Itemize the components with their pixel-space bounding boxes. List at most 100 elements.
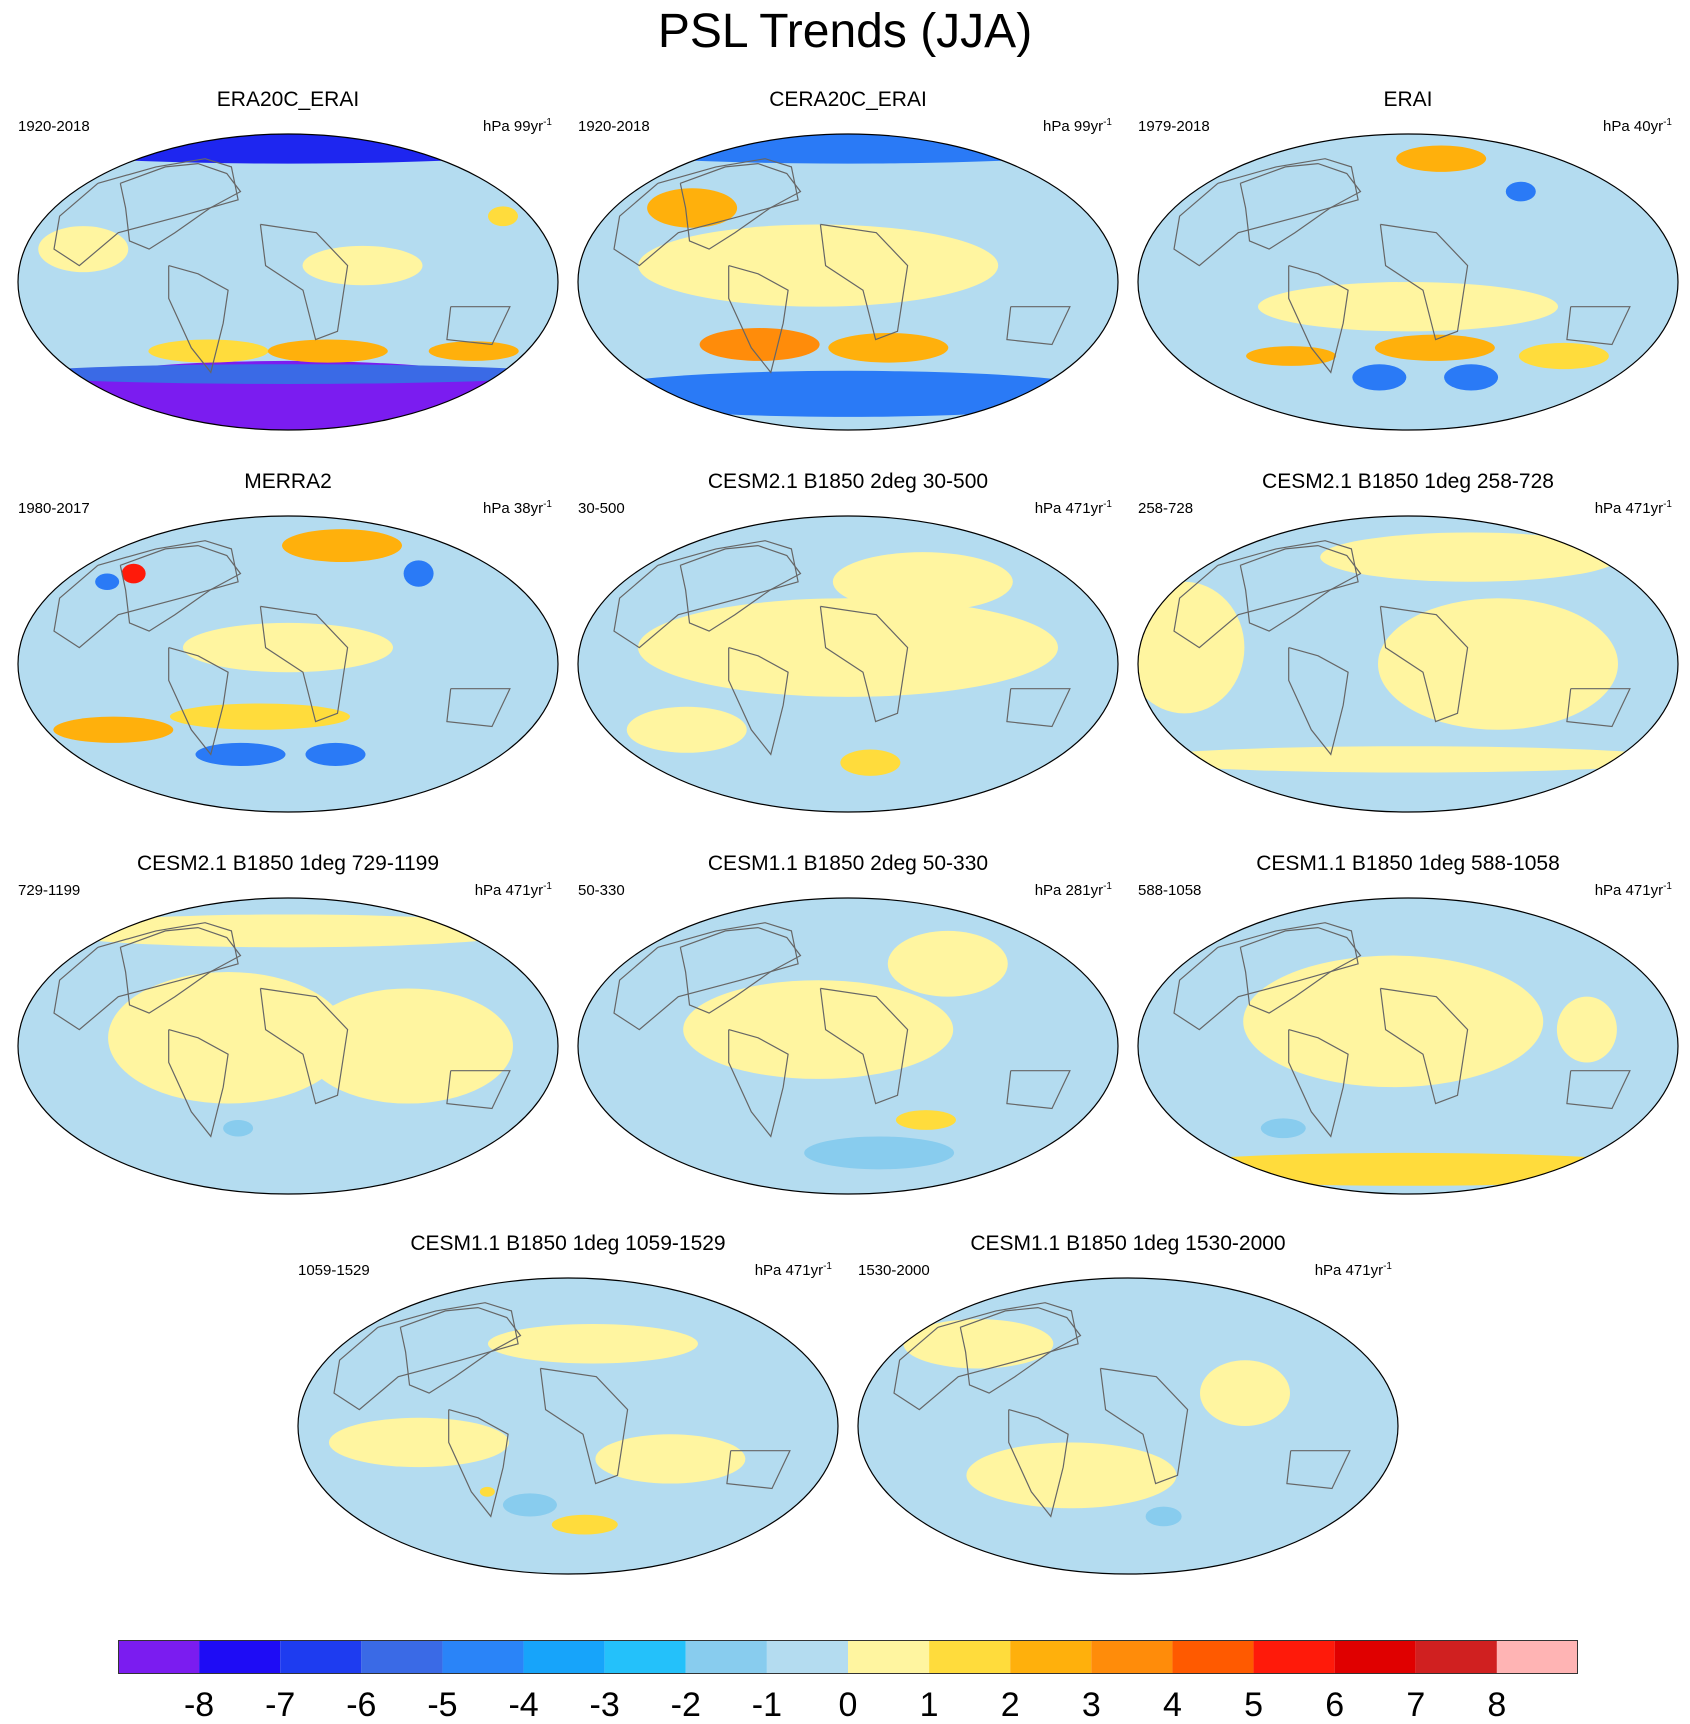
continent-outline <box>446 688 511 728</box>
colorbar-tick-label: 0 <box>839 1686 858 1724</box>
panel-units-text: hPa 471yr <box>1594 500 1664 517</box>
trend-region <box>832 552 1013 612</box>
map-background <box>1138 134 1678 430</box>
panel-units-text: hPa 281yr <box>1034 882 1104 899</box>
panel-units: hPa 99yr-1 <box>1043 114 1112 136</box>
colorbar-tick-label: 8 <box>1487 1686 1506 1724</box>
panel-units-exponent: -1 <box>1103 881 1112 892</box>
trend-region <box>121 563 146 584</box>
map-border <box>17 897 559 1195</box>
colorbar-swatch <box>361 1640 443 1674</box>
colorbar-tick-label: 1 <box>920 1686 939 1724</box>
map-panel-cesm1-1-b1850-1deg-1059-1529: CESM1.1 B1850 1deg 1059-1529 1059-1529 hPa… <box>288 1232 848 1592</box>
continent-outline <box>1008 1409 1069 1518</box>
panel-units: hPa 38yr-1 <box>483 496 552 518</box>
map-panel-cesm2-1-b1850-1deg-258-728: CESM2.1 B1850 1deg 258-728 258-728 hPa 471… <box>1128 470 1688 830</box>
panel-units-text: hPa 471yr <box>1594 882 1664 899</box>
map-border <box>857 1277 1399 1575</box>
continent-outline <box>1379 987 1469 1105</box>
world-map <box>577 515 1119 813</box>
trend-region <box>1258 282 1558 332</box>
panel-units-exponent: -1 <box>1663 881 1672 892</box>
trend-region <box>1378 598 1618 730</box>
panel-title: CESM1.1 B1850 2deg 50-330 <box>707 852 989 875</box>
trend-region <box>1320 532 1621 582</box>
trend-region <box>578 134 1118 164</box>
panel-title: CESM1.1 B1850 1deg 1530-2000 <box>970 1232 1286 1255</box>
continent-outline <box>259 223 349 341</box>
continent-outline <box>893 1302 1079 1411</box>
panel-units-text: hPa 99yr <box>1043 118 1104 135</box>
panel-units: hPa 471yr-1 <box>1595 496 1672 518</box>
trend-region <box>966 1442 1177 1509</box>
continent-outline <box>1566 306 1631 346</box>
map-panel-cesm1-1-b1850-1deg-1530-2000: CESM1.1 B1850 1deg 1530-2000 1530-2000 hPa… <box>848 1232 1408 1592</box>
trend-region <box>626 706 747 753</box>
trend-region <box>223 1120 254 1137</box>
continent-outline <box>53 922 239 1031</box>
trend-region <box>1396 145 1487 172</box>
panel-units-exponent: -1 <box>1383 1261 1392 1272</box>
trend-region <box>479 1486 495 1497</box>
trend-region <box>638 598 1058 697</box>
continent-outline <box>168 647 229 756</box>
trend-region <box>169 703 350 730</box>
trend-region <box>95 573 120 590</box>
map-border <box>1137 897 1679 1195</box>
colorbar-swatch <box>199 1640 281 1674</box>
panel-period: 1059-1529 <box>298 1262 370 1279</box>
continent-outline <box>1566 688 1631 728</box>
panel-units-exponent: -1 <box>823 1261 832 1272</box>
panel-units-text: hPa 38yr <box>483 500 544 517</box>
continent-outline <box>53 540 239 649</box>
trend-region <box>108 972 349 1104</box>
world-map <box>1137 515 1679 813</box>
main-title: PSL Trends (JJA) <box>657 5 1033 58</box>
continent-outline <box>1566 1070 1631 1110</box>
panel-title: CESM2.1 B1850 1deg 729-1199 <box>137 852 439 875</box>
panel-period: 50-330 <box>578 882 625 899</box>
colorbar-tick-label: 6 <box>1325 1686 1344 1724</box>
trend-region <box>183 622 393 673</box>
map-border <box>17 515 559 813</box>
world-map <box>297 1277 839 1575</box>
world-map <box>577 133 1119 431</box>
colorbar-swatch <box>118 1640 200 1674</box>
panel-period: 1980-2017 <box>18 500 90 517</box>
panel-units: hPa 471yr-1 <box>475 878 552 900</box>
panel-title: CERA20C_ERAI <box>769 88 927 111</box>
colorbar-tick-label: -7 <box>265 1686 295 1724</box>
panel-units-text: hPa 40yr <box>1603 118 1664 135</box>
panel-title: CESM2.1 B1850 1deg 258-728 <box>1262 470 1554 493</box>
continent-outline <box>539 1367 629 1485</box>
panel-units: hPa 471yr-1 <box>1315 1258 1392 1280</box>
panel-title: CESM1.1 B1850 1deg 1059-1529 <box>410 1232 726 1255</box>
colorbar-tick-label: 4 <box>1163 1686 1182 1724</box>
panel-period: 1979-2018 <box>1138 118 1210 135</box>
trend-region <box>487 1324 698 1364</box>
trend-region <box>903 1319 1054 1369</box>
map-border <box>577 515 1119 813</box>
panel-title: ERAI <box>1383 88 1433 111</box>
panel-units: hPa 40yr-1 <box>1603 114 1672 136</box>
trend-region <box>1518 342 1609 370</box>
continent-outline <box>446 1070 511 1110</box>
trend-region <box>403 560 434 587</box>
continent-outline <box>613 922 799 1031</box>
map-panel-cesm2-1-b1850-1deg-729-1199: CESM2.1 B1850 1deg 729-1199 729-1199 hPa 4… <box>8 852 568 1212</box>
trend-region <box>267 339 388 363</box>
continent-outline <box>819 605 909 723</box>
map-panel-erai: ERAI 1979-2018 hPa 40yr-1 <box>1128 88 1688 448</box>
trend-region <box>1138 1152 1678 1186</box>
map-panel-cesm2-1-b1850-2deg-30-500: CESM2.1 B1850 2deg 30-500 30-500 hPa 471yr… <box>568 470 1128 830</box>
colorbar-swatch <box>1172 1640 1254 1674</box>
colorbar-swatch <box>1415 1640 1497 1674</box>
panel-units-exponent: -1 <box>543 881 552 892</box>
continent-outline <box>819 987 909 1105</box>
panel-units-exponent: -1 <box>1103 499 1112 510</box>
trend-region <box>699 328 820 361</box>
trend-region <box>840 749 901 776</box>
map-panel-cesm1-1-b1850-2deg-50-330: CESM1.1 B1850 2deg 50-330 50-330 hPa 281yr… <box>568 852 1128 1212</box>
panel-units: hPa 99yr-1 <box>483 114 552 136</box>
continent-outline <box>448 1409 509 1518</box>
